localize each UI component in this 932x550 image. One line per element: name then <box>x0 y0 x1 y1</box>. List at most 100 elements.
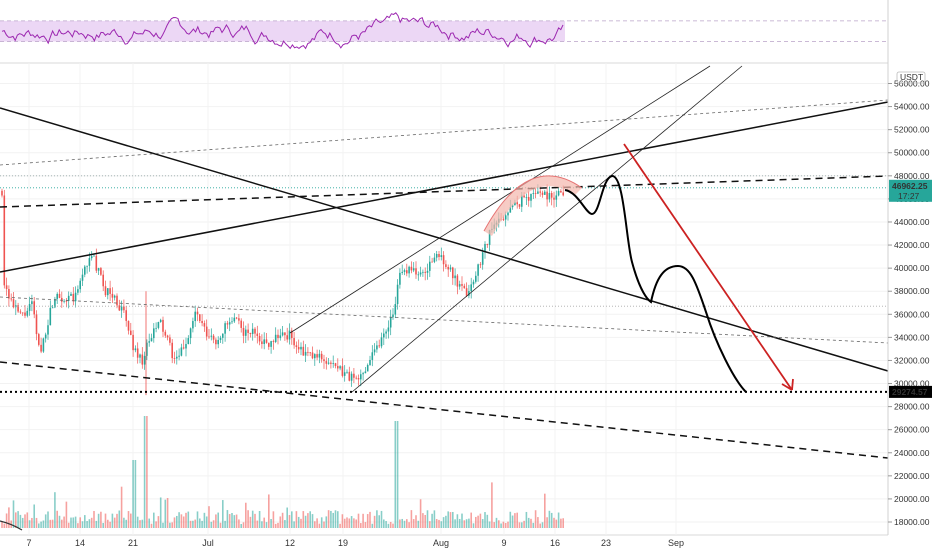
candle-body <box>240 320 242 328</box>
candle-body <box>88 258 91 266</box>
volume-bar <box>557 512 560 528</box>
time-tick-label: Sep <box>668 538 684 548</box>
volume-bar <box>403 520 406 528</box>
volume-bar <box>125 519 127 528</box>
candle-body <box>334 363 337 367</box>
volume-bar <box>539 523 541 528</box>
volume-bar <box>327 510 330 528</box>
volume-bar <box>304 515 307 528</box>
volume-bar <box>109 521 111 528</box>
volume-bar <box>454 519 456 528</box>
bearish-arrow-shaft <box>623 143 793 391</box>
candle-body <box>442 255 445 265</box>
candle-body <box>433 257 436 262</box>
candle-body <box>376 345 378 350</box>
volume-bar <box>132 460 134 528</box>
candle-body <box>238 318 240 321</box>
candle-body <box>113 295 116 298</box>
candle-body <box>95 255 98 271</box>
candle-body <box>33 301 35 315</box>
price-tick-label: 20000.00 <box>894 494 930 504</box>
candle-body <box>150 338 153 342</box>
volume-bar <box>261 521 263 528</box>
candle-body <box>21 312 24 314</box>
candle-body <box>534 193 537 194</box>
candle-body <box>325 361 328 364</box>
volume-bar <box>272 511 275 528</box>
volume-bar <box>54 492 56 528</box>
candle-body <box>28 304 31 311</box>
volume-bar <box>330 510 332 528</box>
volume-bar <box>217 512 219 528</box>
candle-body <box>521 195 523 207</box>
candle-body <box>378 345 380 347</box>
volume-bar <box>95 520 98 528</box>
candle-body <box>458 284 461 287</box>
candle-body <box>270 341 272 347</box>
bearish-arrow-head <box>781 378 794 391</box>
candle-body <box>327 362 330 364</box>
volume-bar <box>88 519 91 528</box>
volume-bar <box>316 518 318 528</box>
candle-body <box>472 281 475 285</box>
volume-bar <box>116 513 118 528</box>
candle-body <box>228 322 231 325</box>
volume-bar <box>79 517 81 528</box>
candle-body <box>247 329 249 333</box>
volume-bar <box>251 510 254 528</box>
volume-bar <box>74 516 77 528</box>
volume-bar <box>311 514 314 528</box>
upper-dashed-trendline <box>0 99 889 166</box>
candle-body <box>320 353 323 360</box>
price-tick-label: 50000.00 <box>894 148 930 158</box>
volume-bar <box>465 519 468 528</box>
volume-bar <box>406 519 408 528</box>
candle-body <box>530 193 532 201</box>
candle-body <box>339 366 341 369</box>
candle-body <box>249 332 252 335</box>
candle-body <box>392 314 394 318</box>
candle-body <box>134 348 137 351</box>
candle-body <box>341 366 344 376</box>
volume-bar <box>320 517 323 528</box>
candle-body <box>488 229 491 245</box>
candle-body <box>401 271 403 273</box>
volume-bar <box>256 520 259 528</box>
candle-body <box>396 284 399 305</box>
candle-body <box>153 328 155 339</box>
middle-dashed-trendline <box>0 296 889 344</box>
volume-bar <box>270 519 272 528</box>
volume-bar <box>102 522 104 528</box>
volume-bar <box>136 516 139 528</box>
time-tick-label: 19 <box>338 538 348 548</box>
volume-bar <box>422 513 424 528</box>
volume-bar <box>58 515 61 528</box>
candle-body <box>537 191 539 194</box>
candle-body <box>323 359 325 362</box>
candle-body <box>74 292 77 302</box>
volume-bar <box>353 518 355 528</box>
volume-bar <box>337 511 339 528</box>
volume-bar <box>332 512 334 528</box>
volume-bar <box>265 522 268 528</box>
volume-bar <box>194 519 196 528</box>
candle-body <box>26 310 29 316</box>
volume-bar <box>166 497 169 528</box>
projection-curve <box>564 175 747 393</box>
candle-body <box>187 338 190 345</box>
candle-body <box>231 321 233 323</box>
candle-body <box>311 352 314 359</box>
volume-bar <box>461 513 463 528</box>
volume-bar <box>435 519 438 528</box>
volume-bar <box>339 523 341 528</box>
candle-body <box>148 341 150 343</box>
candle-body <box>164 331 167 336</box>
volume-bar <box>240 523 242 528</box>
candle-body <box>162 319 164 332</box>
candle-body <box>185 344 187 349</box>
price-tick-label: 40000.00 <box>894 263 930 273</box>
support-price-label: 29274.57 <box>892 387 928 397</box>
candle-body <box>84 266 86 275</box>
